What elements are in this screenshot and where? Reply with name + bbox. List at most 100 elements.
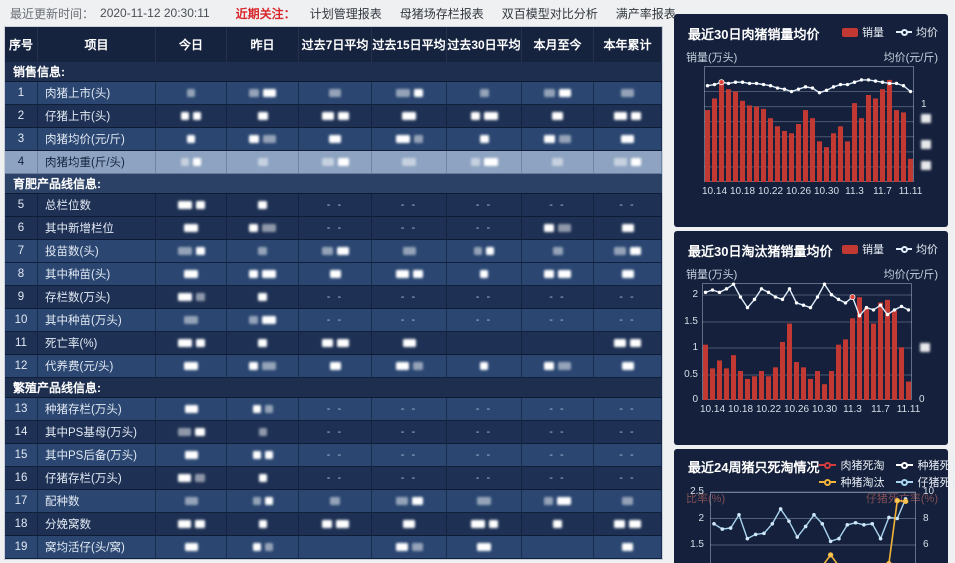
- table-cell: [227, 240, 299, 263]
- table-row[interactable]: 14 其中PS基母(万头) - -- -- -- -- -: [5, 421, 662, 444]
- y-left-label: 销量(万头): [686, 269, 738, 281]
- nav-plan-report[interactable]: 计划管理报表: [309, 6, 382, 21]
- pig-sales-chart-plot[interactable]: 10.14 10.18 10.22 10.26 10.30 11.3 11.7 11.11 1: [702, 66, 931, 197]
- redacted-value: [252, 497, 261, 505]
- axis-tick: 1: [921, 98, 927, 110]
- redacted-value: [321, 158, 334, 166]
- table-row[interactable]: 13 种猪存栏(万头) - -- -- -- -- -: [5, 398, 662, 421]
- legend-item-piglet-death[interactable]: 仔猪死亡: [896, 474, 955, 490]
- table-cell: [227, 332, 299, 355]
- table-cell: - -: [372, 217, 447, 240]
- table-row[interactable]: 11 死亡率(%): [5, 332, 662, 355]
- x-axis-label: 11.3: [845, 186, 864, 197]
- table-cell: [156, 536, 227, 559]
- redacted-value: [544, 497, 553, 505]
- table-cell: [522, 82, 594, 105]
- table-cell: [594, 263, 662, 286]
- table-cell: - -: [594, 286, 662, 309]
- column-header[interactable]: 过去7日平均: [299, 27, 372, 62]
- column-header[interactable]: 序号: [5, 27, 38, 62]
- redacted-value: [263, 135, 276, 143]
- table-row[interactable]: 9 存栏数(万头) - -- -- -- -- -: [5, 286, 662, 309]
- table-row[interactable]: 5 总栏位数 - -- -- -- -- -: [5, 194, 662, 217]
- table-row[interactable]: 17 配种数: [5, 490, 662, 513]
- table-cell: [156, 467, 227, 490]
- redacted-value: [258, 293, 267, 301]
- redacted-value: [264, 497, 273, 505]
- table-row[interactable]: 1 肉猪上市(头): [5, 82, 662, 105]
- row-seq: 15: [5, 444, 38, 467]
- column-header[interactable]: 本月至今: [522, 27, 594, 62]
- column-header[interactable]: 本年累计: [594, 27, 662, 62]
- table-header-row: 序号 项目 今日 昨日 过去7日平均 过去15日平均 过去30日平均 本月至今 本年累计: [5, 27, 662, 62]
- redacted-axis-tick: [920, 343, 930, 353]
- death-cull-chart-plot[interactable]: 2.5 2 1.5 10 8 6: [690, 487, 934, 563]
- table-cell: [447, 151, 522, 174]
- column-header[interactable]: 项目: [38, 27, 156, 62]
- table-row[interactable]: 16 仔猪存栏(万头) - -- -- -- -- -: [5, 467, 662, 490]
- table-row[interactable]: 19 窝均活仔(头/窝): [5, 536, 662, 559]
- table-cell: [227, 194, 299, 217]
- table-cell: [447, 128, 522, 151]
- table-cell: - -: [522, 467, 594, 490]
- table-row[interactable]: 8 其中种苗(头): [5, 263, 662, 286]
- table-cell: [156, 513, 227, 536]
- table-row[interactable]: 4 肉猪均重(斤/头): [5, 151, 662, 174]
- x-axis-label: 10.18: [729, 186, 756, 197]
- row-label: 其中PS后备(万头): [38, 444, 156, 467]
- nav-sow-inventory-report[interactable]: 母猪场存栏报表: [399, 6, 484, 21]
- table-cell: [156, 309, 227, 332]
- row-seq: 16: [5, 467, 38, 490]
- table-cell: - -: [447, 286, 522, 309]
- x-axis-label: 10.30: [813, 186, 840, 197]
- legend-item-pig-death[interactable]: 肉猪死淘: [819, 457, 884, 473]
- table-cell: - -: [594, 444, 662, 467]
- table-cell: [156, 151, 227, 174]
- table-row[interactable]: 7 投苗数(头): [5, 240, 662, 263]
- column-header[interactable]: 过去30日平均: [447, 27, 522, 62]
- redacted-value: [552, 247, 563, 255]
- redacted-value: [329, 89, 341, 97]
- redacted-value: [264, 405, 273, 413]
- legend-item-sales[interactable]: 销量: [842, 241, 884, 257]
- redacted-value: [470, 158, 480, 166]
- axis-tick: 6: [923, 539, 929, 550]
- redacted-value: [177, 201, 192, 209]
- table-cell: - -: [522, 194, 594, 217]
- table-row[interactable]: 6 其中新增栏位 - -- -- -: [5, 217, 662, 240]
- redacted-value: [614, 339, 626, 347]
- table-cell: - -: [299, 309, 372, 332]
- table-row[interactable]: 12 代养费(元/头): [5, 355, 662, 378]
- table-row[interactable]: 10 其中种苗(万头) - -- -- -- -- -: [5, 309, 662, 332]
- y-left-label: 比率(%): [686, 493, 726, 505]
- table-cell: [227, 286, 299, 309]
- legend-item-price[interactable]: 均价: [896, 24, 938, 40]
- cull-sales-chart-plot[interactable]: 10.14 10.18 10.22 10.26 10.30 11.3 11.7 11.11 2 1…: [684, 282, 930, 415]
- legend-item-boar-cull[interactable]: 种猪淘汰: [819, 474, 884, 490]
- legend-item-price[interactable]: 均价: [896, 241, 938, 257]
- table-cell: - -: [299, 444, 372, 467]
- x-axis-label: 11.3: [843, 404, 862, 415]
- table-cell: [227, 263, 299, 286]
- redacted-value: [194, 428, 205, 436]
- table-row[interactable]: 18 分娩窝数: [5, 513, 662, 536]
- table-row[interactable]: 15 其中PS后备(万头) - -- -- -- -- -: [5, 444, 662, 467]
- redacted-value: [470, 112, 480, 120]
- column-header[interactable]: 昨日: [227, 27, 299, 62]
- y-right-label: 均价(元/斤): [883, 269, 938, 281]
- redacted-value: [402, 339, 416, 347]
- nav-capacity-report[interactable]: 满产率报表: [615, 6, 676, 21]
- legend-item-boar-death[interactable]: 种猪死亡: [896, 457, 955, 473]
- table-row[interactable]: 3 肉猪均价(元/斤): [5, 128, 662, 151]
- table-cell: [372, 82, 447, 105]
- table-cell: [447, 536, 522, 559]
- column-header[interactable]: 过去15日平均: [372, 27, 447, 62]
- redacted-value: [177, 293, 192, 301]
- table-cell: - -: [299, 398, 372, 421]
- table-row[interactable]: 2 仔猪上市(头): [5, 105, 662, 128]
- column-header[interactable]: 今日: [156, 27, 227, 62]
- legend-item-sales[interactable]: 销量: [842, 24, 884, 40]
- table-cell: [156, 263, 227, 286]
- redacted-value: [621, 89, 634, 97]
- nav-model-compare-report[interactable]: 双百模型对比分析: [501, 6, 598, 21]
